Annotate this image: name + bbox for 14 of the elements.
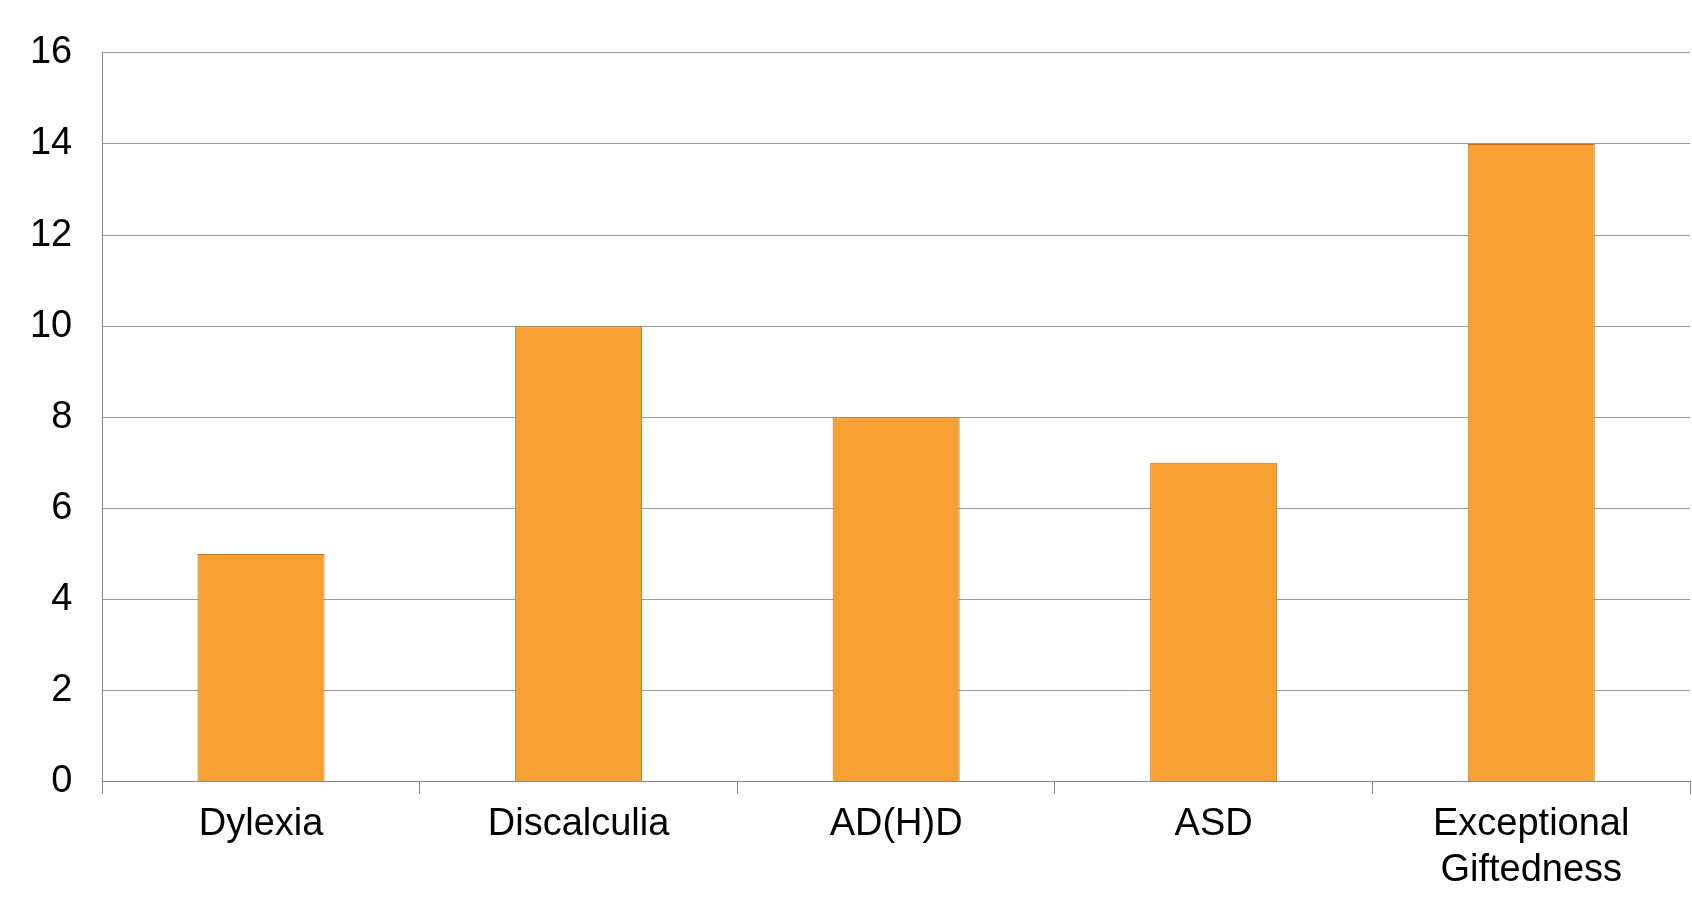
y-tick-label: 2 (51, 667, 73, 710)
y-tick-label: 6 (51, 484, 73, 527)
y-tick-label: 4 (51, 576, 73, 619)
x-tick-label: Discalculia (487, 801, 671, 844)
x-tick-label: ASD (1174, 801, 1253, 844)
y-tick-label: 0 (51, 758, 73, 801)
y-tick-label: 8 (51, 393, 73, 436)
x-tick-label: Dylexia (198, 801, 325, 844)
y-tick-label: 16 (29, 29, 73, 72)
x-tick-label: AD(H)D (829, 801, 963, 844)
y-tick-label: 14 (29, 120, 73, 163)
x-tick-label: Exceptional Giftedness (1432, 801, 1630, 889)
y-tick-label: 12 (29, 211, 73, 254)
y-tick-label: 10 (29, 302, 73, 345)
